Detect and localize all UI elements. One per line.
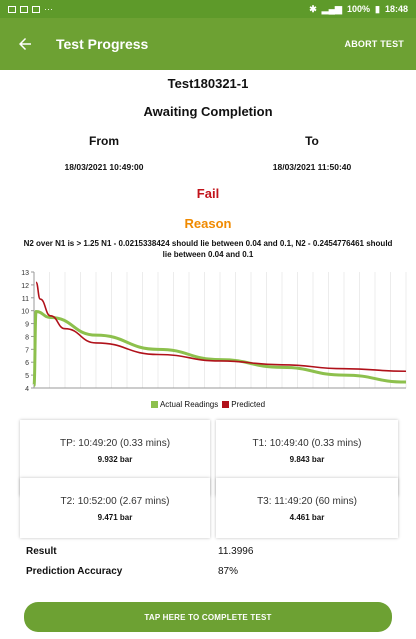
battery-icon: ▮	[375, 4, 380, 15]
legend-actual-label: Actual Readings	[160, 400, 218, 409]
back-button[interactable]	[12, 31, 38, 57]
abort-test-button[interactable]: ABORT TEST	[345, 33, 405, 55]
y-tick-label: 8	[25, 334, 29, 341]
to-label: To	[208, 134, 416, 148]
reason-text: N2 over N1 is > 1.25 N1 - 0.0215338424 s…	[22, 238, 394, 260]
reading-value: 9.843 bar	[216, 455, 398, 464]
y-tick-label: 7	[25, 347, 29, 354]
reading-value: 9.932 bar	[20, 455, 210, 464]
reading-card-t2: T2: 10:52:00 (2.67 mins) 9.471 bar	[20, 478, 210, 538]
to-value: 18/03/2021 11:50:40	[208, 162, 416, 172]
y-tick-label: 12	[21, 283, 29, 290]
bluetooth-icon: ✱	[309, 4, 317, 15]
result-label: Result	[26, 546, 57, 557]
result-value: 11.3996	[218, 546, 253, 557]
accuracy-value: 87%	[218, 566, 238, 577]
battery-level: 100%	[347, 4, 370, 14]
test-name: Test180321-1	[0, 76, 416, 91]
result-flag: Fail	[0, 186, 416, 201]
legend-actual: Actual Readings	[151, 400, 218, 409]
gallery-icon	[8, 6, 16, 13]
reading-value: 4.461 bar	[216, 513, 398, 522]
reading-label: T1: 10:49:40 (0.33 mins)	[216, 438, 398, 449]
app-icon	[20, 6, 28, 13]
status-bar: ··· ✱ ▂▄▆ 100% ▮ 18:48	[0, 0, 416, 18]
y-tick-label: 5	[25, 373, 29, 380]
y-tick-label: 10	[21, 309, 29, 316]
predicted-line	[36, 282, 406, 371]
legend-predicted-label: Predicted	[231, 400, 265, 409]
notification-icon	[32, 6, 40, 13]
arrow-left-icon	[16, 35, 34, 53]
more-icon: ···	[44, 4, 53, 14]
legend-actual-swatch	[151, 401, 158, 408]
legend-predicted-swatch	[222, 401, 229, 408]
to-column: To 18/03/2021 11:50:40	[208, 134, 416, 172]
reading-card-t3: T3: 11:49:20 (60 mins) 4.461 bar	[216, 478, 398, 538]
y-tick-label: 4	[25, 386, 29, 393]
from-label: From	[0, 134, 208, 148]
y-tick-label: 6	[25, 360, 29, 367]
y-tick-label: 13	[21, 270, 29, 277]
y-tick-label: 9	[25, 322, 29, 329]
y-tick-label: 11	[22, 296, 29, 303]
reading-label: T3: 11:49:20 (60 mins)	[216, 496, 398, 507]
accuracy-label: Prediction Accuracy	[26, 566, 122, 577]
reason-title: Reason	[0, 216, 416, 231]
page-title: Test Progress	[56, 36, 345, 52]
chart-legend: Actual Readings Predicted	[0, 400, 416, 409]
reading-label: TP: 10:49:20 (0.33 mins)	[20, 438, 210, 449]
from-value: 18/03/2021 10:49:00	[0, 162, 208, 172]
reading-value: 9.471 bar	[20, 513, 210, 522]
app-bar: Test Progress ABORT TEST	[0, 18, 416, 70]
from-column: From 18/03/2021 10:49:00	[0, 134, 208, 172]
complete-test-button[interactable]: TAP HERE TO COMPLETE TEST	[24, 602, 392, 632]
test-status: Awaiting Completion	[0, 104, 416, 119]
reading-label: T2: 10:52:00 (2.67 mins)	[20, 496, 210, 507]
legend-predicted: Predicted	[222, 400, 265, 409]
clock: 18:48	[385, 4, 408, 14]
pressure-chart: 4 5 6 7 8 9 10 11 12 13	[18, 266, 410, 418]
signal-icon: ▂▄▆	[322, 4, 342, 15]
